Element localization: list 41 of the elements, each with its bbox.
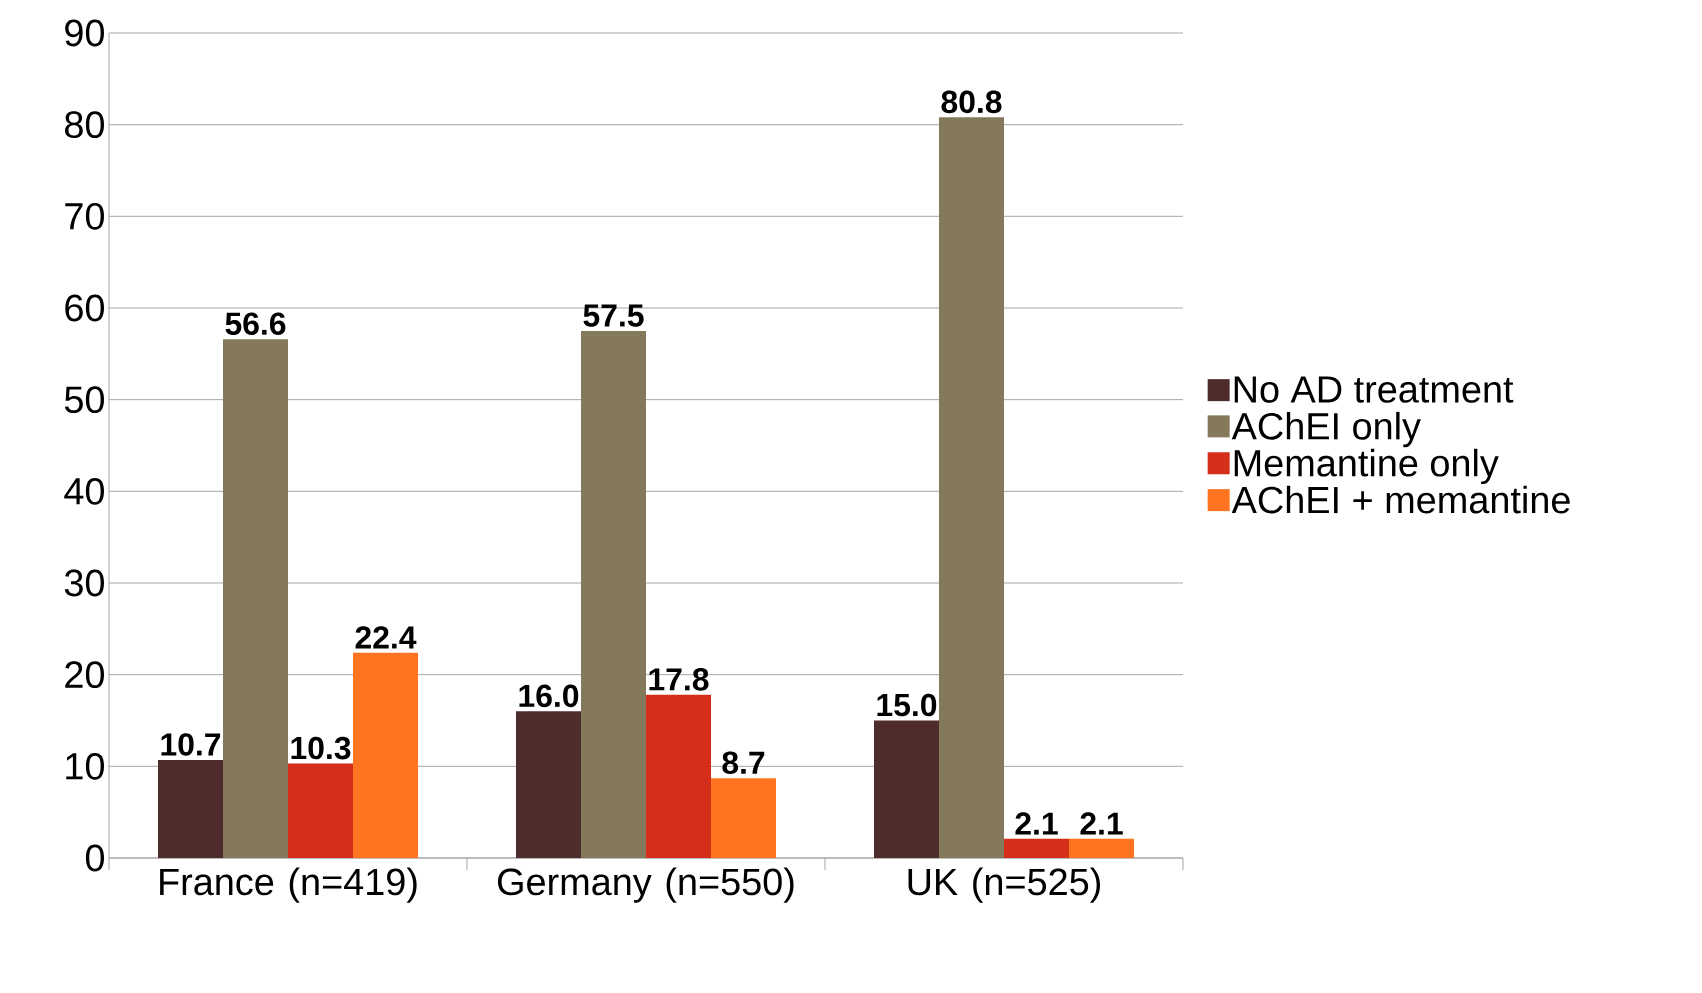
- bar: [710, 778, 776, 858]
- y-tick-label: 20: [65, 661, 104, 689]
- bar: [1003, 838, 1069, 858]
- x-tick-label: UK (n=525): [908, 867, 1100, 903]
- bar: [645, 694, 711, 858]
- bar: [223, 339, 288, 858]
- data-label: 8.7: [722, 751, 765, 775]
- data-label: 16.0: [519, 684, 579, 708]
- legend-label: AChEI only: [1231, 411, 1421, 448]
- bar: [938, 117, 1004, 858]
- legend-label: Memantine only: [1234, 448, 1499, 485]
- data-label: 56.6: [225, 312, 286, 335]
- data-label: 80.8: [941, 90, 1002, 114]
- y-tick-label: 90: [65, 19, 104, 47]
- data-label: 22.4: [355, 626, 417, 649]
- data-label: 17.8: [649, 668, 709, 691]
- data-label: 10.7: [161, 733, 221, 756]
- bar: [288, 763, 353, 858]
- legend-label: AChEI + memantine: [1231, 485, 1570, 514]
- x-tick-label: Germany (n=550): [497, 867, 794, 903]
- y-tick-label: 50: [64, 386, 104, 414]
- bar: [1068, 838, 1134, 858]
- data-label: 2.1: [1080, 812, 1123, 835]
- bar: [581, 330, 646, 858]
- x-tick-label: France (n=419): [160, 867, 417, 903]
- data-label: 57.5: [583, 304, 644, 327]
- legend-label: No AD treatment: [1234, 376, 1514, 403]
- y-tick-label: 60: [65, 294, 104, 322]
- y-tick-label: 40: [64, 477, 104, 505]
- y-tick-label: 10: [66, 752, 104, 780]
- y-tick-label: 0: [85, 844, 105, 872]
- data-label: 10.3: [291, 736, 351, 760]
- data-label: 2.1: [1015, 812, 1058, 835]
- bar: [873, 720, 939, 858]
- bar: [158, 759, 223, 858]
- y-tick-label: 30: [64, 569, 104, 597]
- y-tick-label: 70: [65, 202, 104, 230]
- y-tick-label: 80: [65, 111, 104, 139]
- bar: [353, 652, 418, 858]
- data-label: 15.0: [877, 693, 937, 717]
- bar: [515, 711, 581, 858]
